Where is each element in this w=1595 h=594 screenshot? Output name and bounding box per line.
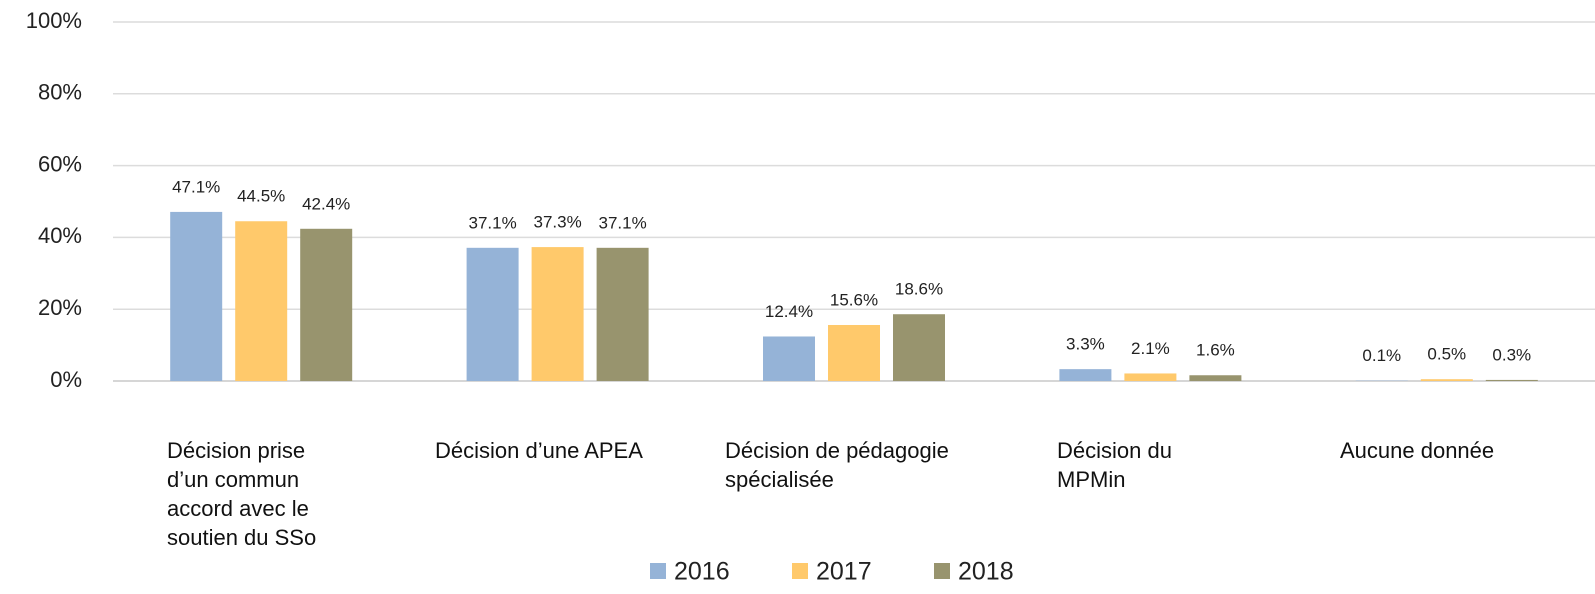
value-label: 0.5% — [1427, 345, 1466, 364]
value-label: 3.3% — [1066, 335, 1105, 354]
bar — [828, 324, 880, 381]
bar — [466, 247, 519, 381]
value-label: 47.1% — [172, 177, 220, 196]
bar — [1189, 375, 1242, 381]
legend-label: 2018 — [958, 558, 1014, 586]
bar — [531, 247, 584, 381]
y-tick-label: 20% — [38, 295, 82, 320]
value-label: 37.1% — [598, 213, 646, 232]
value-label: 44.5% — [237, 187, 285, 206]
value-label: 18.6% — [895, 280, 943, 299]
y-tick-label: 40% — [38, 223, 82, 248]
legend-swatch — [650, 563, 666, 579]
y-tick-label: 60% — [38, 151, 82, 176]
x-tick-label: Décision de pédagogie spécialisée — [725, 438, 949, 492]
bar — [170, 211, 223, 381]
legend-swatch — [792, 563, 808, 579]
x-tick-label: Décision du MPMin — [1057, 438, 1172, 492]
value-label: 37.3% — [533, 213, 581, 232]
x-tick-label: Décision d’une APEA — [435, 438, 643, 463]
bar — [1420, 379, 1473, 381]
bar — [1124, 373, 1177, 381]
bar — [300, 228, 353, 381]
value-label: 2.1% — [1131, 339, 1170, 358]
legend-label: 2017 — [816, 558, 872, 586]
legend-swatch — [934, 563, 950, 579]
value-label: 1.6% — [1196, 341, 1235, 360]
x-tick-label: Aucune donnée — [1340, 438, 1495, 463]
value-label: 42.4% — [302, 194, 350, 213]
value-label: 0.3% — [1492, 345, 1531, 364]
bar — [596, 247, 649, 381]
legend-label: 2016 — [674, 558, 730, 586]
value-label: 37.1% — [468, 213, 516, 232]
bar — [1485, 379, 1538, 381]
y-tick-label: 80% — [38, 80, 82, 105]
y-tick-label: 0% — [50, 367, 82, 392]
bar — [893, 314, 945, 381]
bar — [1059, 369, 1112, 381]
x-tick-label: Décision prise d’un commun accord avec l… — [167, 438, 317, 550]
bar — [235, 221, 288, 381]
value-label: 15.6% — [830, 290, 878, 309]
value-label: 0.1% — [1362, 346, 1401, 365]
value-label: 12.4% — [765, 302, 813, 321]
bar — [763, 336, 815, 381]
y-tick-label: 100% — [26, 8, 82, 33]
